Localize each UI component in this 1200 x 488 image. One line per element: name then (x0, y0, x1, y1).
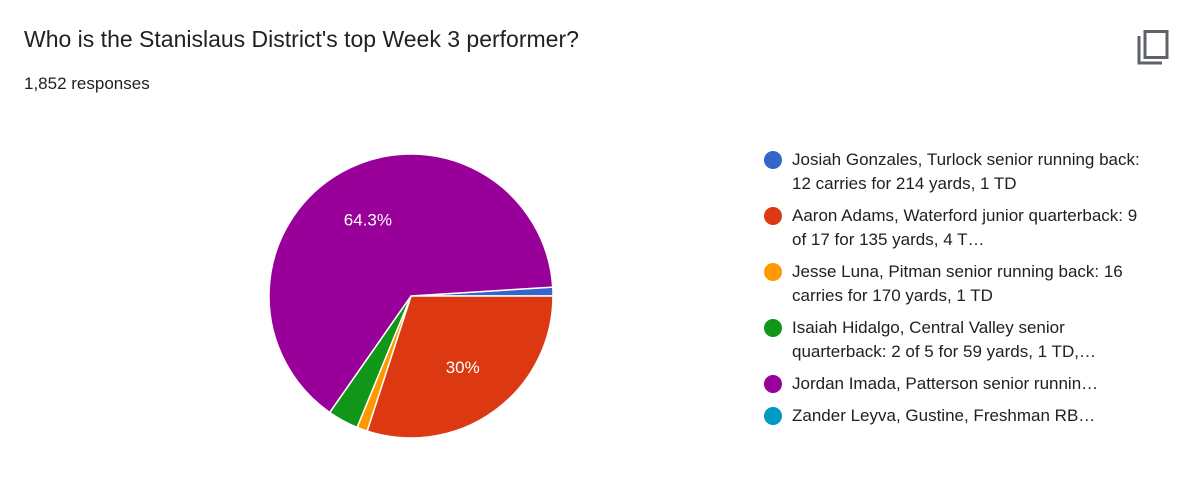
pie-chart: 30% 64.3% (268, 153, 554, 439)
legend-label: Zander Leyva, Gustine, Freshman RB… (792, 406, 1096, 425)
slice-data-label-4: 64.3% (344, 210, 392, 229)
question-title: Who is the Stanislaus District's top Wee… (24, 26, 579, 52)
legend-item[interactable]: Jesse Luna, Pitman senior running back: … (764, 260, 1164, 308)
copy-icon (1137, 30, 1169, 65)
legend-swatch (764, 375, 782, 393)
legend-label: Jesse Luna, Pitman senior running back: … (792, 262, 1123, 305)
legend-item[interactable]: Aaron Adams, Waterford junior quarterbac… (764, 204, 1164, 252)
legend-item[interactable]: Zander Leyva, Gustine, Freshman RB… (764, 404, 1164, 428)
legend-swatch (764, 151, 782, 169)
pie-slice-1[interactable] (366, 295, 554, 439)
legend-item[interactable]: Isaiah Hidalgo, Central Valley senior qu… (764, 316, 1164, 364)
legend-item[interactable]: Jordan Imada, Patterson senior runnin… (764, 372, 1164, 396)
legend-label: Isaiah Hidalgo, Central Valley senior qu… (792, 318, 1096, 361)
response-count: 1,852 responses (24, 74, 150, 93)
copy-chart-button[interactable] (1131, 26, 1175, 70)
legend-swatch (764, 407, 782, 425)
legend-item[interactable]: Josiah Gonzales, Turlock senior running … (764, 148, 1164, 196)
legend-label: Jordan Imada, Patterson senior runnin… (792, 374, 1099, 393)
slice-data-label-1: 30% (446, 358, 480, 377)
chart-legend: Josiah Gonzales, Turlock senior running … (764, 148, 1164, 436)
pie-slice-4[interactable] (268, 153, 554, 414)
legend-label: Josiah Gonzales, Turlock senior running … (792, 150, 1140, 193)
legend-label: Aaron Adams, Waterford junior quarterbac… (792, 206, 1138, 249)
legend-swatch (764, 319, 782, 337)
legend-swatch (764, 263, 782, 281)
legend-swatch (764, 207, 782, 225)
